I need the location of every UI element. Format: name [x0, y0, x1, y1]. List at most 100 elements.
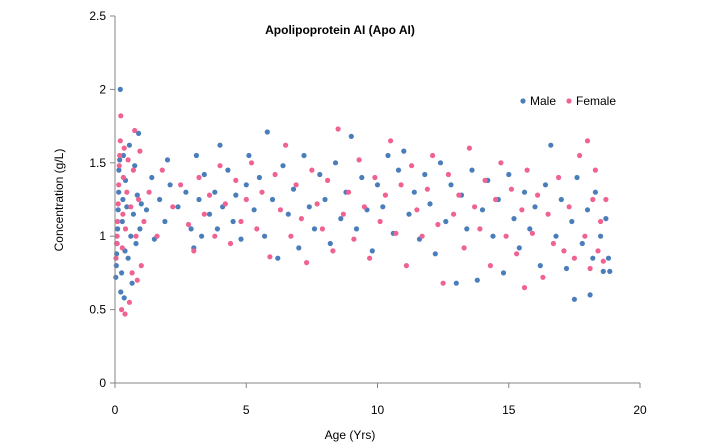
data-point-male: [607, 268, 613, 274]
data-point-male: [201, 171, 207, 178]
data-point-female: [519, 207, 525, 213]
data-point-female: [124, 189, 130, 195]
data-point-male: [437, 160, 444, 166]
y-axis-ticks: 0 0.5 1 1.5 2 2.5: [89, 9, 115, 390]
data-point-female: [550, 240, 557, 247]
data-point-female: [185, 221, 192, 228]
data-point-male: [117, 86, 123, 92]
data-point-female: [592, 167, 599, 173]
plot-area: [113, 86, 613, 317]
data-point-female: [212, 233, 218, 239]
data-point-female: [136, 196, 142, 203]
data-point-male: [406, 211, 412, 217]
data-point-female: [372, 174, 378, 181]
data-point-female: [600, 258, 606, 264]
data-point-male: [264, 129, 270, 135]
data-point-female: [477, 226, 483, 232]
data-point-male: [532, 204, 538, 210]
data-point-female: [508, 186, 514, 192]
data-point-female: [482, 177, 488, 183]
data-point-female: [603, 196, 609, 203]
data-point-male: [167, 182, 173, 188]
data-point-male: [353, 226, 360, 232]
data-point-male: [469, 167, 475, 173]
data-point-female: [409, 163, 415, 169]
data-point-female: [117, 152, 123, 159]
data-point-female: [382, 192, 388, 198]
data-point-male: [212, 189, 218, 195]
data-point-female: [132, 127, 138, 134]
data-point-female: [217, 163, 223, 169]
data-point-male: [332, 160, 339, 166]
data-point-male: [322, 196, 328, 203]
data-point-female: [393, 230, 399, 236]
data-point-female: [196, 174, 202, 181]
data-point-female: [122, 226, 129, 232]
data-point-male: [136, 130, 142, 136]
data-point-female: [367, 255, 373, 261]
x-axis-title: Age (Yrs): [325, 428, 376, 442]
data-point-female: [388, 138, 394, 144]
data-point-female: [566, 204, 572, 210]
data-point-male: [569, 218, 575, 225]
y-tick-label: 1: [99, 229, 106, 243]
data-point-male: [115, 207, 121, 213]
data-point-male: [137, 226, 143, 232]
x-tick-label: 15: [502, 403, 516, 417]
data-point-female: [116, 182, 122, 188]
data-point-male: [296, 245, 302, 251]
data-point-female: [128, 204, 134, 210]
data-point-female: [445, 171, 451, 178]
data-point-male: [243, 182, 249, 188]
data-point-female: [466, 145, 472, 151]
data-point-female: [129, 270, 135, 276]
data-point-male: [164, 157, 171, 163]
data-point-female: [272, 171, 278, 178]
data-point-male: [380, 204, 386, 210]
data-point-male: [395, 167, 402, 173]
x-tick-label: 10: [371, 403, 385, 417]
data-point-male: [285, 211, 291, 217]
data-point-female: [361, 204, 367, 210]
data-point-female: [283, 142, 289, 148]
data-point-female: [503, 233, 509, 239]
data-point-female: [582, 233, 588, 239]
data-points: [113, 86, 613, 317]
data-point-female: [267, 254, 273, 260]
data-point-female: [233, 177, 239, 183]
data-point-female: [159, 167, 165, 173]
data-point-female: [134, 277, 140, 283]
data-point-female: [154, 233, 160, 239]
data-point-male: [149, 174, 155, 181]
data-point-female: [126, 299, 132, 305]
legend-marker-male: [520, 98, 526, 104]
data-point-female: [598, 218, 604, 225]
data-point-male: [188, 226, 194, 232]
data-point-female: [248, 160, 255, 166]
data-point-female: [377, 218, 383, 225]
y-axis-title: Concentration (g/L): [52, 149, 66, 252]
data-point-female: [277, 207, 283, 213]
data-point-male: [338, 216, 344, 222]
data-point-male: [327, 240, 333, 247]
data-point-male: [584, 207, 591, 213]
data-point-female: [456, 192, 462, 198]
data-point-female: [201, 211, 207, 217]
data-point-male: [548, 142, 554, 148]
data-point-female: [556, 174, 562, 181]
data-point-male: [118, 289, 124, 295]
data-point-female: [206, 192, 213, 198]
data-point-male: [511, 216, 517, 222]
data-point-male: [401, 148, 407, 154]
data-point-female: [288, 233, 294, 239]
y-tick-label: 2: [99, 82, 106, 96]
data-point-male: [119, 218, 125, 225]
chart-title: Apolipoprotein AI (Apo AI): [265, 23, 415, 37]
data-point-male: [306, 204, 312, 210]
data-point-male: [124, 204, 130, 210]
data-point-female: [487, 263, 493, 269]
data-point-female: [587, 265, 593, 272]
data-point-female: [521, 285, 528, 291]
data-point-female: [125, 157, 131, 163]
data-point-female: [222, 201, 228, 207]
